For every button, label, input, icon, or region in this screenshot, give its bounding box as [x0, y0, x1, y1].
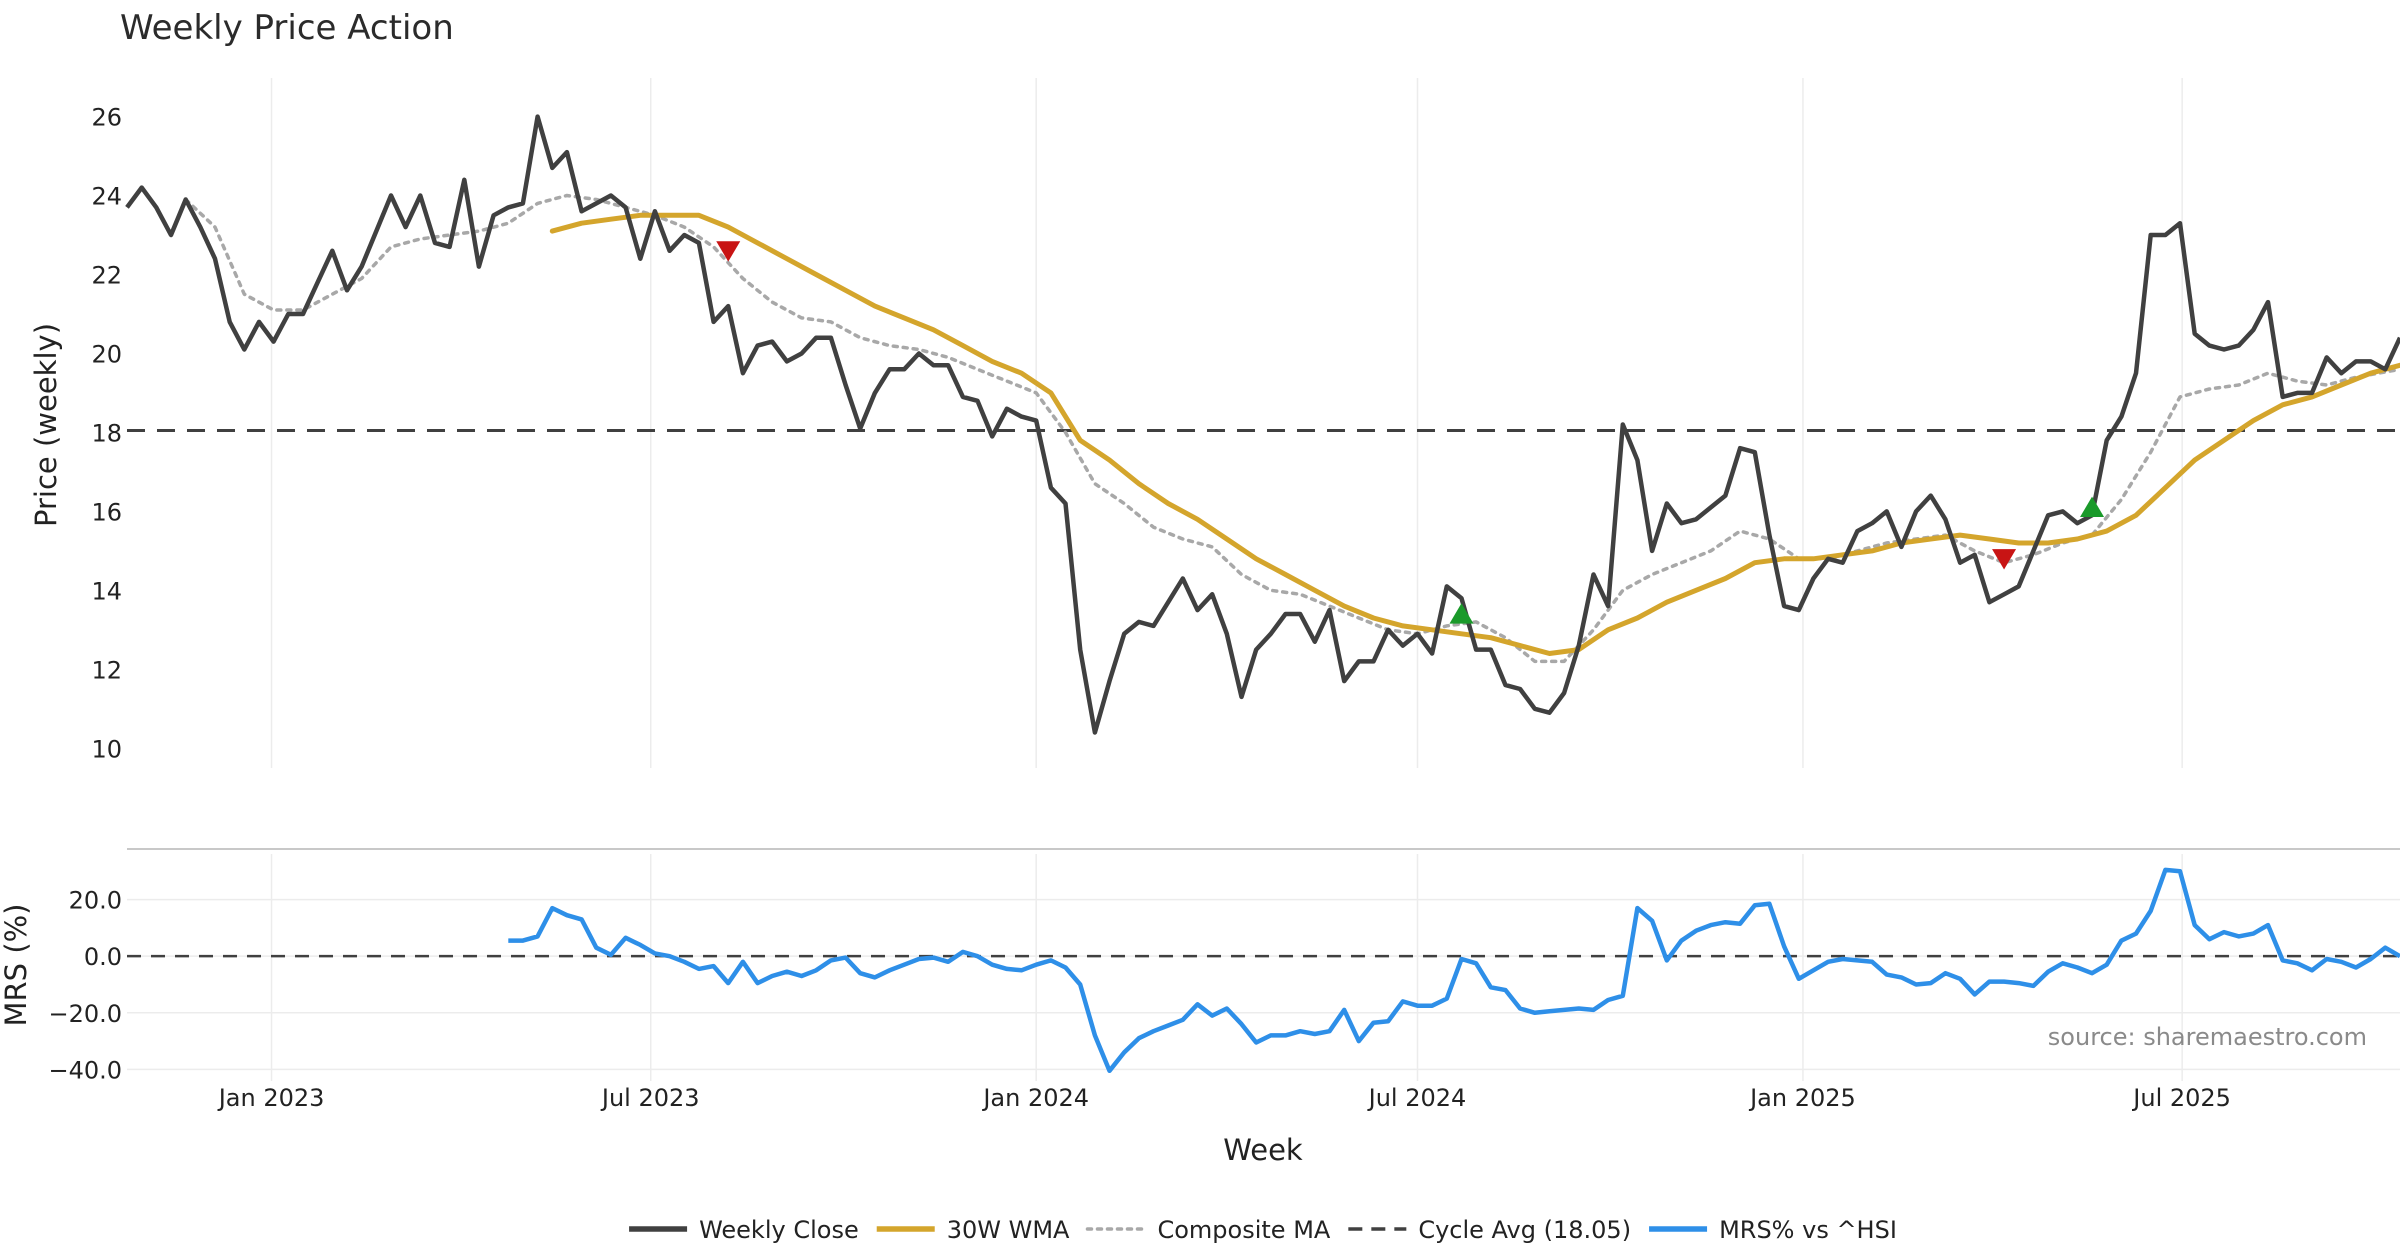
legend-label: Weekly Close: [699, 1216, 859, 1244]
sell-signal-marker: [1992, 549, 2017, 570]
mrs-y-tick-label: 0.0: [84, 943, 122, 971]
legend: Weekly Close 30W WMA Composite MA Cycle Avg…: [629, 1216, 1897, 1244]
legend-label: Cycle Avg (18.05): [1418, 1216, 1631, 1244]
mrs-line: [508, 867, 2400, 1074]
x-tick-label: Jan 2025: [1748, 1084, 1856, 1112]
price-y-tick-label: 26: [91, 104, 122, 132]
composite-ma-line: [183, 193, 2400, 664]
legend-label: MRS% vs ^HSI: [1719, 1216, 1897, 1244]
x-tick-label: Jan 2023: [217, 1084, 325, 1112]
x-tick-label: Jul 2023: [600, 1084, 700, 1112]
price-axis-title: Price (weekly): [29, 323, 63, 527]
price-y-tick-label: 24: [91, 183, 122, 211]
x-tick-label: Jul 2025: [2131, 1084, 2231, 1112]
weekly-close-line: [125, 114, 2400, 735]
legend-label: 30W WMA: [947, 1216, 1070, 1244]
price-y-tick-label: 10: [91, 735, 122, 763]
mrs-y-tick-label: −20.0: [48, 1000, 122, 1028]
mrs-panel: [127, 867, 2400, 1074]
price-y-tick-label: 20: [91, 340, 122, 368]
buy-signal-marker: [2080, 496, 2105, 518]
grid: Jan 2023 Jul 2023 Jan 2024 Jul 2024 Jan 2025…: [48, 78, 2400, 1112]
price-y-tick-label: 22: [91, 262, 122, 290]
price-y-tick-label: 12: [91, 656, 122, 684]
x-axis-title: Week: [1223, 1133, 1303, 1167]
chart-title: Weekly Price Action: [120, 8, 454, 48]
price-y-tick-label: 14: [91, 577, 122, 605]
mrs-axis-title: MRS (%): [0, 904, 33, 1027]
sell-signal-marker: [716, 241, 741, 262]
mrs-y-tick-label: −40.0: [48, 1056, 122, 1084]
buy-signal-marker: [1449, 603, 1474, 624]
legend-label: Composite MA: [1157, 1216, 1330, 1244]
price-y-tick-label: 18: [91, 419, 122, 447]
x-tick-label: Jan 2024: [981, 1084, 1089, 1112]
x-tick-label: Jul 2024: [1367, 1084, 1467, 1112]
wma-30w-line: [549, 212, 2400, 656]
source-note: source: sharemaestro.com: [2048, 1023, 2367, 1051]
price-panel: [125, 114, 2400, 735]
mrs-y-tick-label: 20.0: [69, 887, 122, 915]
price-y-tick-label: 16: [91, 498, 122, 526]
